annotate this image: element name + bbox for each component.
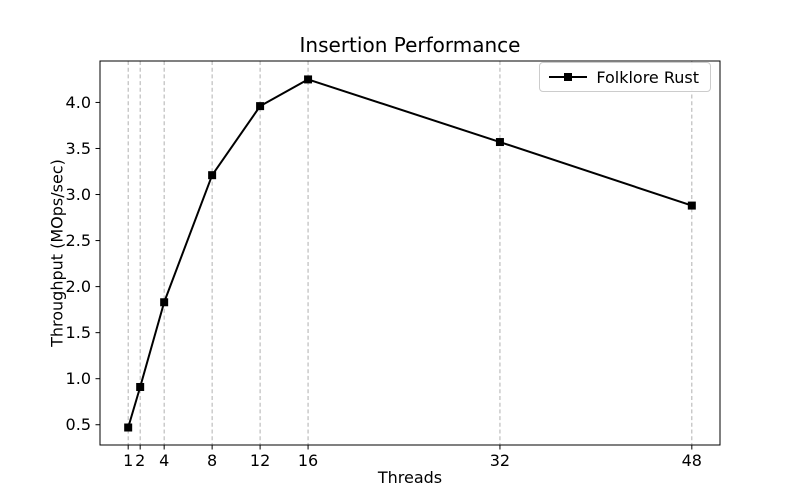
y-tick-label: 3.5 <box>66 139 91 158</box>
legend-sample-line-marker <box>549 73 588 81</box>
x-tick-label: 32 <box>490 451 510 470</box>
y-tick-label: 0.5 <box>66 415 91 434</box>
legend-sample-square-marker <box>564 73 573 81</box>
y-tick-label: 2.0 <box>66 277 91 296</box>
y-tick-label: 4.0 <box>66 93 91 112</box>
x-tick-label: 12 <box>250 451 270 470</box>
x-tick-label: 8 <box>207 451 217 470</box>
axes-frame <box>99 60 721 446</box>
data-point-marker <box>256 102 265 111</box>
y-tick-label: 2.5 <box>66 231 91 250</box>
data-point-marker <box>136 382 145 391</box>
x-tick-label: 16 <box>298 451 318 470</box>
x-tick-label: 48 <box>682 451 702 470</box>
data-point-marker <box>208 171 217 180</box>
x-axis-label: Threads <box>377 468 443 487</box>
y-tick-label: 1.5 <box>66 323 91 342</box>
legend-entry-label: Folklore Rust <box>596 67 699 87</box>
y-tick-label: 3.0 <box>66 185 91 204</box>
x-tick-label: 1 <box>123 451 133 470</box>
x-tick-label: 2 <box>135 451 145 470</box>
data-point-marker <box>687 201 696 210</box>
series-line <box>127 78 693 428</box>
data-point-marker <box>304 75 313 84</box>
y-tick-label: 1.0 <box>66 369 91 388</box>
data-point-marker <box>160 298 169 307</box>
chart-title: Insertion Performance <box>299 33 521 57</box>
data-point-marker <box>495 138 504 147</box>
data-point-marker <box>124 423 133 432</box>
legend: Folklore Rust <box>539 62 711 92</box>
x-tick-label: 4 <box>159 451 169 470</box>
